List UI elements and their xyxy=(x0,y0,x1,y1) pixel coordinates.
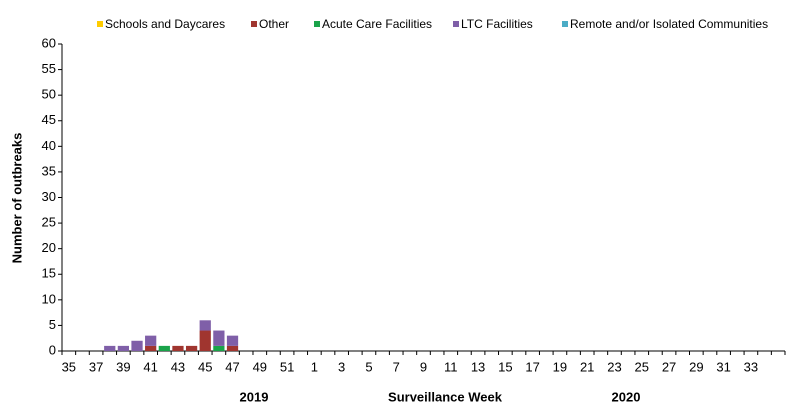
x-tick-label: 13 xyxy=(471,359,485,374)
y-tick-label: 20 xyxy=(42,240,56,255)
x-tick-label: 47 xyxy=(225,359,239,374)
bar-segment xyxy=(117,345,130,351)
x-tick-label: 1 xyxy=(311,359,318,374)
x-tick-label: 43 xyxy=(171,359,185,374)
legend-swatch xyxy=(562,21,568,27)
x-tick-label: 21 xyxy=(580,359,594,374)
x-tick-label: 17 xyxy=(525,359,539,374)
y-tick-label: 10 xyxy=(42,291,56,306)
x-tick-label: 19 xyxy=(553,359,567,374)
x-tick-label: 25 xyxy=(635,359,649,374)
bar-segment xyxy=(145,345,157,351)
legend-label: Remote and/or Isolated Communities xyxy=(570,17,768,31)
x-tick-label: 15 xyxy=(498,359,512,374)
y-tick-label: 15 xyxy=(42,266,56,281)
legend-swatch xyxy=(97,21,103,27)
y-tick-label: 30 xyxy=(42,189,56,204)
bar-segment xyxy=(199,320,211,331)
bar-segment xyxy=(226,345,239,351)
x-tick-label: 33 xyxy=(744,359,758,374)
y-axis-title: Number of outbreaks xyxy=(9,133,24,264)
legend-swatch xyxy=(314,21,320,27)
bar-segment xyxy=(145,335,157,346)
x-axis-title: Surveillance Week xyxy=(388,389,503,404)
y-tick-label: 25 xyxy=(42,215,56,230)
x-tick-label: 29 xyxy=(689,359,703,374)
x-tick-label: 31 xyxy=(716,359,730,374)
x-tick-label: 41 xyxy=(143,359,157,374)
x-tick-label: 27 xyxy=(662,359,676,374)
legend-label: Schools and Daycares xyxy=(105,17,225,31)
bar-segment xyxy=(226,335,239,346)
x-tick-label: 23 xyxy=(607,359,621,374)
x-tick-label: 45 xyxy=(198,359,212,374)
y-tick-label: 60 xyxy=(42,35,56,50)
bar-segment xyxy=(185,345,198,351)
bar-segment xyxy=(213,330,225,346)
legend-label: Other xyxy=(259,17,289,31)
x-tick-label: 39 xyxy=(116,359,130,374)
y-tick-label: 50 xyxy=(42,87,56,102)
year-label: 2020 xyxy=(612,389,641,404)
legend-label: LTC Facilities xyxy=(461,17,533,31)
x-tick-label: 5 xyxy=(365,359,372,374)
x-tick-label: 9 xyxy=(420,359,427,374)
bar-segment xyxy=(213,345,225,351)
x-tick-label: 7 xyxy=(393,359,400,374)
y-tick-label: 55 xyxy=(42,61,56,76)
x-tick-label: 37 xyxy=(89,359,103,374)
legend-swatch xyxy=(453,21,459,27)
y-tick-label: 0 xyxy=(49,342,56,357)
bar-segment xyxy=(158,345,170,351)
x-tick-label: 3 xyxy=(338,359,345,374)
y-tick-label: 35 xyxy=(42,163,56,178)
x-tick-label: 11 xyxy=(444,359,458,374)
x-tick-label: 51 xyxy=(280,359,294,374)
legend-swatch xyxy=(251,21,257,27)
x-tick-label: 35 xyxy=(62,359,76,374)
year-label: 2019 xyxy=(240,389,269,404)
bar-segment xyxy=(199,330,211,351)
bar-segment xyxy=(131,340,143,351)
x-tick-label: 49 xyxy=(253,359,267,374)
y-tick-label: 45 xyxy=(42,112,56,127)
y-tick-label: 5 xyxy=(49,317,56,332)
bar-segment xyxy=(104,345,116,351)
legend-label: Acute Care Facilities xyxy=(322,17,432,31)
y-tick-label: 40 xyxy=(42,138,56,153)
bar-segment xyxy=(172,345,184,351)
